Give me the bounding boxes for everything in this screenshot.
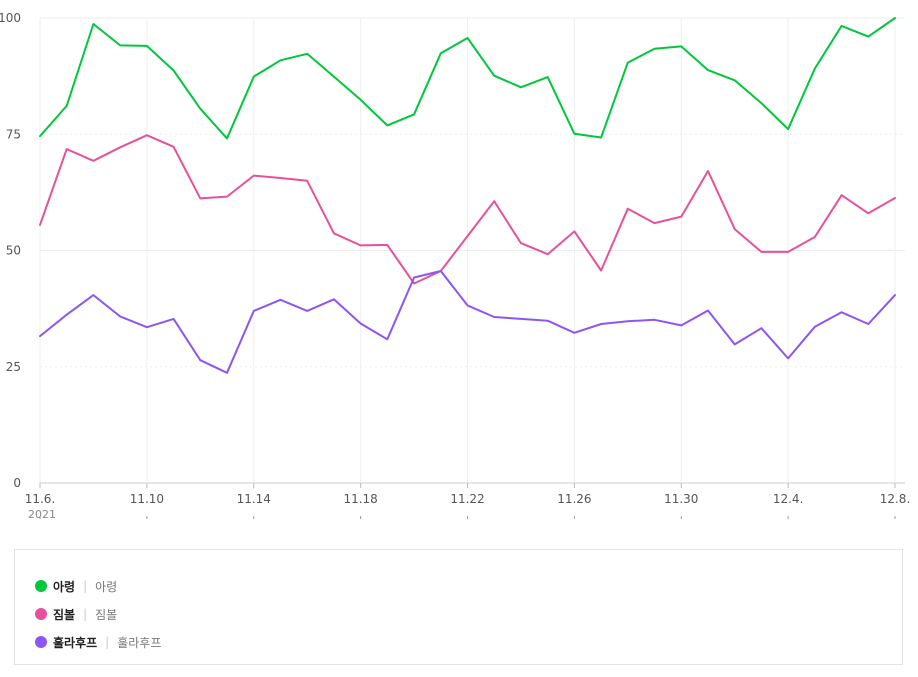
x-tick-label: 11.10: [130, 492, 164, 506]
legend-item-dumbbell[interactable]: 아령 | 아령: [35, 572, 902, 600]
x-year-label: 2021: [28, 508, 56, 521]
legend-separator: |: [83, 607, 88, 621]
y-tick-label: 0: [13, 476, 21, 490]
x-tick-label: 12.8.: [880, 492, 911, 506]
legend-sub-label: 짐볼: [95, 607, 118, 622]
series-lines: [39, 17, 896, 374]
x-tick-label: 11.14: [237, 492, 271, 506]
x-tick-label: 11.18: [343, 492, 377, 506]
y-axis: 0 25 50 75 100: [0, 11, 21, 490]
x-tick-label: 11.6.: [25, 492, 56, 506]
legend-sub-label: 훌라후프: [117, 635, 162, 650]
y-tick-label: 25: [6, 360, 21, 374]
x-tick-label: 12.4.: [773, 492, 804, 506]
legend-dot-icon: [35, 636, 47, 648]
legend: 아령 | 아령 짐볼 | 짐볼 훌라후프 | 훌라후프: [14, 549, 903, 665]
legend-label: 짐볼: [53, 607, 76, 622]
y-tick-label: 100: [0, 11, 21, 25]
legend-sub-label: 아령: [95, 579, 118, 594]
y-tick-label: 75: [6, 127, 21, 141]
legend-label: 훌라후프: [53, 635, 98, 650]
legend-item-gymball[interactable]: 짐볼 | 짐볼: [35, 600, 902, 628]
x-tick-label: 11.26: [557, 492, 591, 506]
legend-dot-icon: [35, 580, 47, 592]
x-tick-label: 11.22: [450, 492, 484, 506]
legend-item-hulahoop[interactable]: 훌라후프 | 훌라후프: [35, 628, 902, 656]
legend-separator: |: [83, 579, 88, 593]
series-line-1: [39, 134, 896, 285]
legend-separator: |: [105, 635, 110, 649]
x-tick-label: 11.30: [664, 492, 698, 506]
grid-lines: [39, 17, 905, 484]
x-axis: 11.6. 11.10 11.14 11.18 11.22 11.26 11.30 12.4.…: [25, 483, 911, 521]
trend-line-chart: 0 25 50 75 100 11.6. 11.10 11.14 11.18 11.22 11.2…: [0, 11, 911, 521]
series-line-2: [39, 270, 896, 374]
series-line-0: [39, 17, 896, 140]
legend-list: 아령 | 아령 짐볼 | 짐볼 훌라후프 | 훌라후프: [15, 550, 902, 656]
legend-label: 아령: [53, 579, 76, 594]
legend-dot-icon: [35, 608, 47, 620]
y-tick-label: 50: [6, 244, 21, 258]
